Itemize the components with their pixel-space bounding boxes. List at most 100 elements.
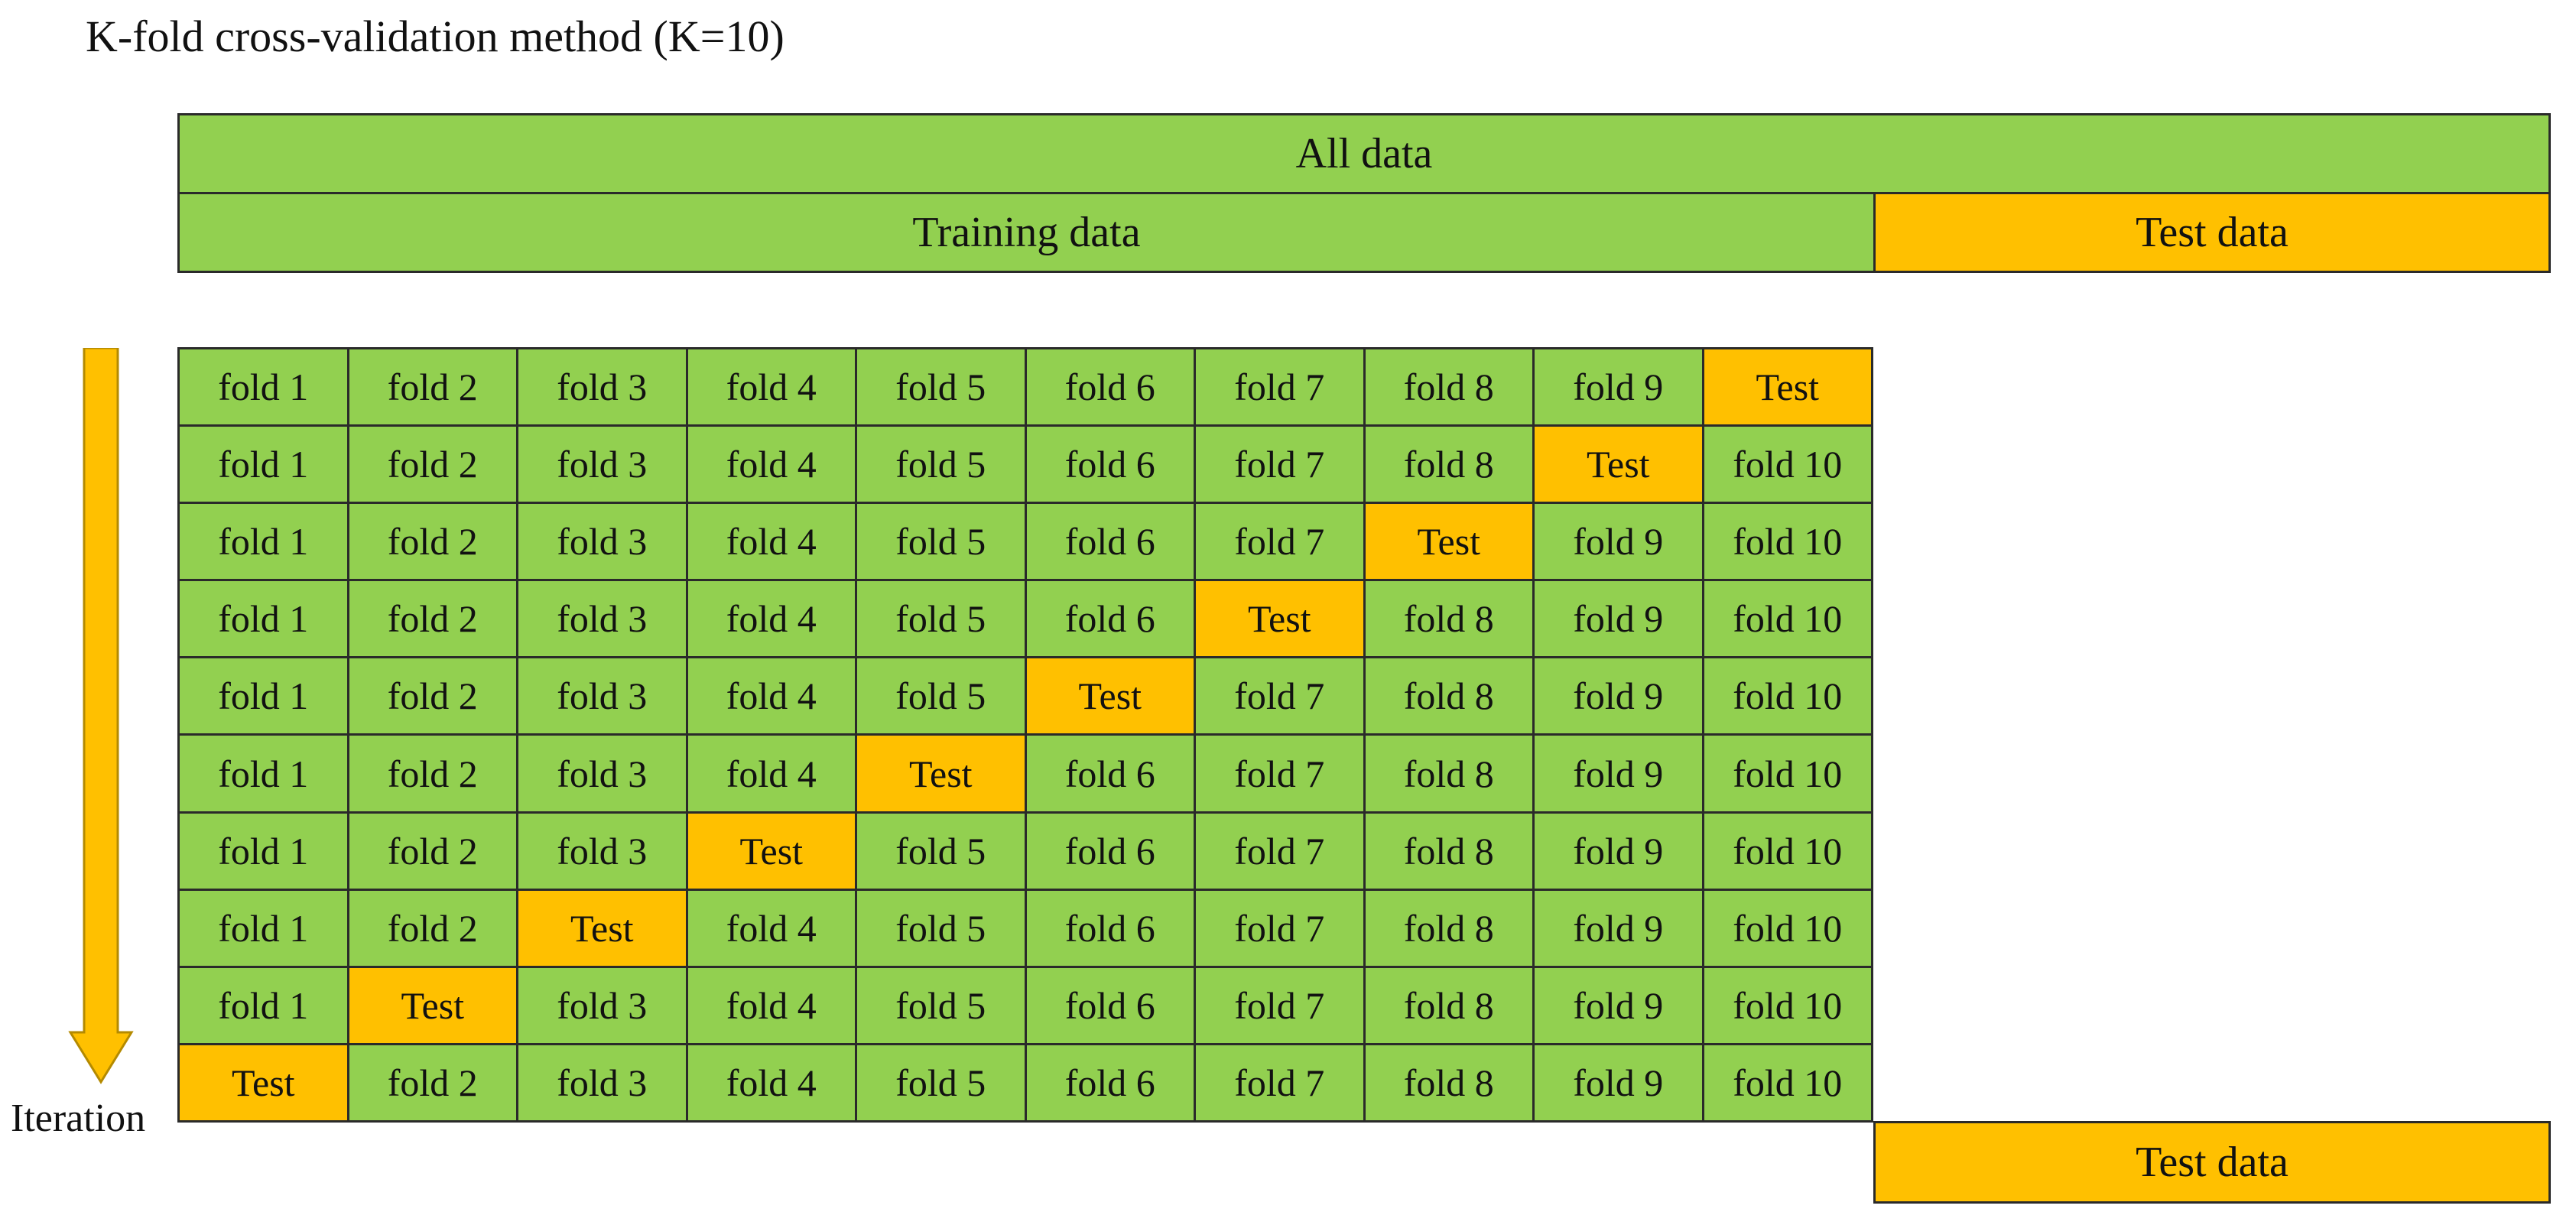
fold-cell: fold 10	[1704, 813, 1873, 891]
fold-cell: fold 8	[1365, 967, 1535, 1045]
test-fold-cell: Test	[687, 813, 857, 891]
fold-cell: fold 6	[1026, 1045, 1196, 1123]
fold-cell: fold 2	[349, 736, 518, 814]
fold-cell: fold 6	[1026, 427, 1196, 505]
all-data-bar: All data	[177, 113, 2551, 194]
fold-cell: fold 1	[180, 504, 349, 582]
fold-cell: fold 2	[349, 349, 518, 427]
fold-cell: fold 7	[1196, 813, 1366, 891]
fold-cell: fold 8	[1365, 581, 1535, 659]
bottom-test-data-bar: Test data	[1873, 1121, 2551, 1204]
fold-cell: fold 1	[180, 349, 349, 427]
test-data-label: Test data	[2136, 209, 2289, 256]
fold-cell: fold 4	[687, 581, 857, 659]
test-fold-cell: Test	[1535, 427, 1704, 505]
fold-cell: fold 3	[518, 1045, 688, 1123]
fold-cell: fold 3	[518, 967, 688, 1045]
fold-cell: fold 8	[1365, 890, 1535, 968]
fold-cell: fold 5	[857, 427, 1027, 505]
fold-cell: fold 10	[1704, 967, 1873, 1045]
fold-cell: fold 5	[857, 658, 1027, 736]
fold-cell: fold 4	[687, 890, 857, 968]
fold-cell: fold 8	[1365, 813, 1535, 891]
fold-cell: fold 3	[518, 736, 688, 814]
down-arrow-icon	[67, 346, 136, 1090]
iteration-label: Iteration	[11, 1097, 146, 1140]
fold-cell: fold 5	[857, 890, 1027, 968]
fold-cell: fold 6	[1026, 349, 1196, 427]
fold-cell: fold 5	[857, 967, 1027, 1045]
fold-cell: fold 3	[518, 504, 688, 582]
fold-cell: fold 4	[687, 658, 857, 736]
fold-cell: fold 3	[518, 427, 688, 505]
fold-cell: fold 10	[1704, 1045, 1873, 1123]
fold-cell: fold 1	[180, 813, 349, 891]
fold-grid: fold 1 fold 2 fold 3 fold 4 fold 5 fold 6 fold…	[177, 347, 1873, 1123]
fold-cell: fold 8	[1365, 1045, 1535, 1123]
fold-cell: fold 9	[1535, 1045, 1704, 1123]
all-data-label: All data	[1295, 130, 1433, 177]
fold-cell: fold 8	[1365, 427, 1535, 505]
fold-cell: fold 9	[1535, 658, 1704, 736]
fold-cell: fold 10	[1704, 504, 1873, 582]
fold-cell: fold 7	[1196, 890, 1366, 968]
test-data-bar: Test data	[1873, 192, 2551, 273]
fold-cell: fold 7	[1196, 349, 1366, 427]
fold-cell: fold 2	[349, 890, 518, 968]
fold-cell: fold 4	[687, 504, 857, 582]
fold-cell: fold 7	[1196, 658, 1366, 736]
fold-cell: fold 5	[857, 1045, 1027, 1123]
fold-cell: fold 9	[1535, 581, 1704, 659]
fold-cell: fold 9	[1535, 504, 1704, 582]
fold-cell: fold 5	[857, 813, 1027, 891]
fold-cell: fold 6	[1026, 813, 1196, 891]
fold-cell: fold 6	[1026, 967, 1196, 1045]
training-data-label: Training data	[912, 209, 1141, 256]
test-fold-cell: Test	[857, 736, 1027, 814]
fold-cell: fold 3	[518, 658, 688, 736]
test-fold-cell: Test	[349, 967, 518, 1045]
fold-cell: fold 9	[1535, 736, 1704, 814]
test-fold-cell: Test	[1365, 504, 1535, 582]
fold-cell: fold 3	[518, 813, 688, 891]
fold-cell: fold 10	[1704, 658, 1873, 736]
fold-cell: fold 2	[349, 427, 518, 505]
fold-cell: fold 10	[1704, 427, 1873, 505]
fold-cell: fold 2	[349, 504, 518, 582]
fold-cell: fold 4	[687, 967, 857, 1045]
fold-cell: fold 8	[1365, 658, 1535, 736]
fold-cell: fold 9	[1535, 890, 1704, 968]
fold-cell: fold 4	[687, 349, 857, 427]
fold-cell: fold 4	[687, 1045, 857, 1123]
fold-cell: fold 5	[857, 349, 1027, 427]
fold-cell: fold 10	[1704, 581, 1873, 659]
fold-cell: fold 2	[349, 1045, 518, 1123]
fold-cell: fold 9	[1535, 349, 1704, 427]
fold-cell: fold 1	[180, 581, 349, 659]
fold-cell: fold 7	[1196, 504, 1366, 582]
fold-cell: fold 5	[857, 504, 1027, 582]
fold-cell: fold 7	[1196, 1045, 1366, 1123]
test-fold-cell: Test	[1196, 581, 1366, 659]
fold-cell: fold 1	[180, 967, 349, 1045]
fold-cell: fold 1	[180, 736, 349, 814]
test-fold-cell: Test	[180, 1045, 349, 1123]
fold-cell: fold 6	[1026, 890, 1196, 968]
fold-cell: fold 1	[180, 658, 349, 736]
test-fold-cell: Test	[518, 890, 688, 968]
fold-cell: fold 4	[687, 736, 857, 814]
test-fold-cell: Test	[1026, 658, 1196, 736]
fold-cell: fold 10	[1704, 736, 1873, 814]
fold-cell: fold 7	[1196, 967, 1366, 1045]
bottom-test-data-label: Test data	[2136, 1139, 2289, 1186]
fold-cell: fold 2	[349, 581, 518, 659]
fold-cell: fold 3	[518, 581, 688, 659]
fold-cell: fold 9	[1535, 967, 1704, 1045]
fold-cell: fold 8	[1365, 736, 1535, 814]
fold-cell: fold 3	[518, 349, 688, 427]
fold-cell: fold 9	[1535, 813, 1704, 891]
training-data-bar: Training data	[177, 192, 1876, 273]
fold-cell: fold 1	[180, 890, 349, 968]
fold-cell: fold 8	[1365, 349, 1535, 427]
fold-cell: fold 1	[180, 427, 349, 505]
